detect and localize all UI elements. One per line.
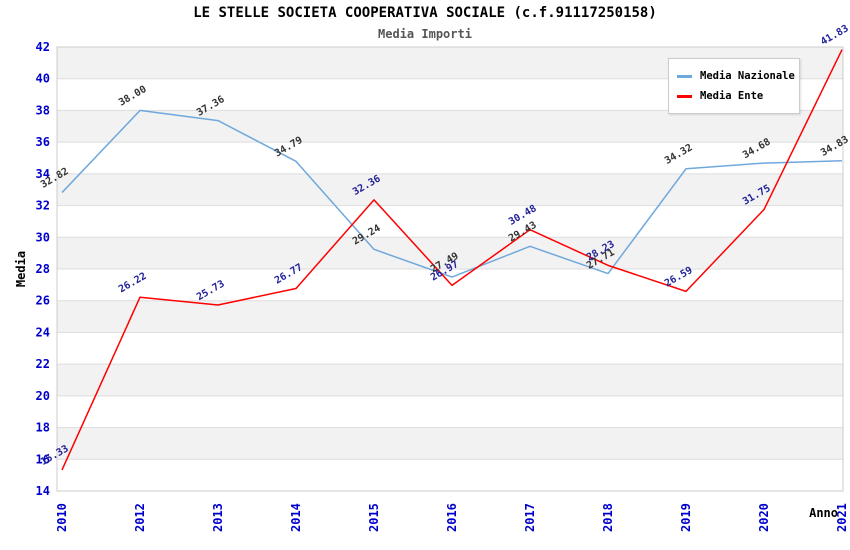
legend-item-media-ente: Media Ente: [677, 86, 793, 106]
y-tick-label: 22: [36, 357, 50, 371]
series-line-media-nazionale: [61, 109, 843, 278]
y-tick-label: 42: [36, 40, 50, 54]
y-tick-label: 32: [36, 199, 50, 213]
x-tick-label: 2019: [679, 503, 693, 532]
y-tick-label: 28: [36, 262, 50, 276]
x-axis-title: Anno: [809, 506, 838, 520]
x-tick-label: 2015: [367, 503, 381, 532]
x-tick-label: 2010: [55, 503, 69, 532]
plot-band: [57, 300, 843, 333]
plot-band: [57, 173, 843, 206]
plot-band: [57, 364, 843, 396]
y-tick-label: 30: [36, 230, 50, 244]
x-tick-label: 2018: [601, 503, 615, 532]
legend: Media Nazionale Media Ente: [668, 58, 800, 114]
y-tick-label: 14: [36, 484, 50, 498]
y-tick-label: 16: [36, 452, 50, 466]
x-tick-label: 2014: [289, 503, 303, 532]
plot-band: [57, 142, 843, 174]
x-tick-label: 2013: [211, 503, 225, 532]
y-axis-title: Media: [14, 251, 28, 287]
y-tick-label: 18: [36, 421, 50, 435]
plot-band: [57, 427, 843, 460]
series-line-media-ente: [61, 49, 843, 471]
y-tick-label: 24: [36, 325, 50, 339]
legend-swatch-ente-icon: [677, 94, 692, 98]
y-tick-label: 34: [36, 167, 50, 181]
y-tick-label: 20: [36, 389, 50, 403]
x-tick-label: 2020: [757, 503, 771, 532]
legend-label-nazionale: Media Nazionale: [700, 70, 795, 82]
data-label: 41.83: [819, 23, 850, 48]
legend-swatch-nazionale-icon: [677, 74, 692, 78]
x-tick-label: 2016: [445, 503, 459, 532]
plot-band: [57, 395, 843, 428]
legend-label-ente: Media Ente: [700, 90, 764, 102]
x-tick-label: 2021: [835, 503, 849, 532]
chart-title: LE STELLE SOCIETA COOPERATIVA SOCIALE (c…: [193, 5, 657, 21]
plot-band: [57, 110, 843, 143]
plot-border: [56, 46, 844, 492]
plot-band: [57, 332, 843, 365]
plot-band: [57, 205, 843, 238]
y-tick-label: 38: [36, 103, 50, 117]
y-tick-label: 36: [36, 135, 50, 149]
x-tick-label: 2012: [133, 503, 147, 532]
plot-band: [57, 269, 843, 301]
y-tick-label: 26: [36, 294, 50, 308]
legend-item-media-nazionale: Media Nazionale: [677, 66, 795, 86]
chart-subtitle: Media Importi: [378, 27, 472, 41]
plot-band: [57, 459, 843, 491]
x-tick-label: 2017: [523, 503, 537, 532]
y-tick-label: 40: [36, 72, 50, 86]
